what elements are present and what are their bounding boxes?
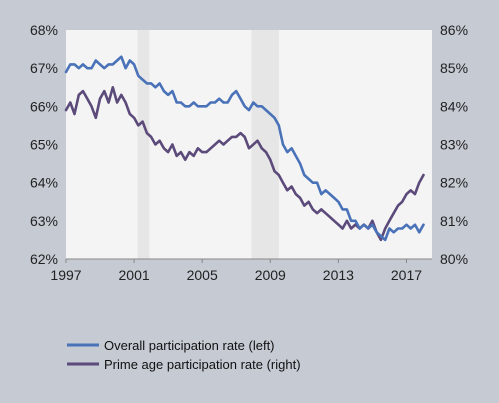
x-tick-label: 2013 [323, 267, 354, 283]
x-tick-label: 2005 [187, 267, 218, 283]
right-tick-label: 85% [440, 60, 468, 76]
right-tick-label: 80% [440, 251, 468, 267]
legend-item-prime-age-label: Prime age participation rate (right) [104, 357, 301, 372]
recession-shading [137, 30, 279, 259]
left-tick-label: 68% [30, 22, 58, 38]
left-tick-label: 67% [30, 60, 58, 76]
right-tick-label: 81% [440, 213, 468, 229]
plot-background [66, 30, 432, 259]
left-axis: 62% 63% 64% 65% 66% 67% 68% [30, 22, 58, 267]
legend-item-overall-label: Overall participation rate (left) [104, 338, 275, 353]
recession-band [137, 30, 150, 259]
left-tick-label: 63% [30, 213, 58, 229]
x-tick-label: 1997 [50, 267, 81, 283]
recession-band [251, 30, 279, 259]
left-tick-label: 66% [30, 98, 58, 114]
left-tick-label: 62% [30, 251, 58, 267]
right-tick-label: 84% [440, 98, 468, 114]
right-tick-label: 83% [440, 137, 468, 153]
overall-participation-line [64, 55, 425, 242]
left-tick-label: 64% [30, 175, 58, 191]
x-tick-label: 2001 [119, 267, 150, 283]
x-tick-label: 2017 [391, 267, 422, 283]
legend: Overall participation rate (left) Prime a… [67, 338, 301, 372]
left-tick-label: 65% [30, 137, 58, 153]
right-tick-label: 82% [440, 175, 468, 191]
right-tick-label: 86% [440, 22, 468, 38]
right-axis: 80% 81% 82% 83% 84% 85% 86% [440, 22, 468, 267]
x-tick-label: 2009 [255, 267, 286, 283]
series-lines [64, 55, 425, 242]
x-axis: 1997 2001 2005 2009 2013 2017 [50, 259, 422, 283]
